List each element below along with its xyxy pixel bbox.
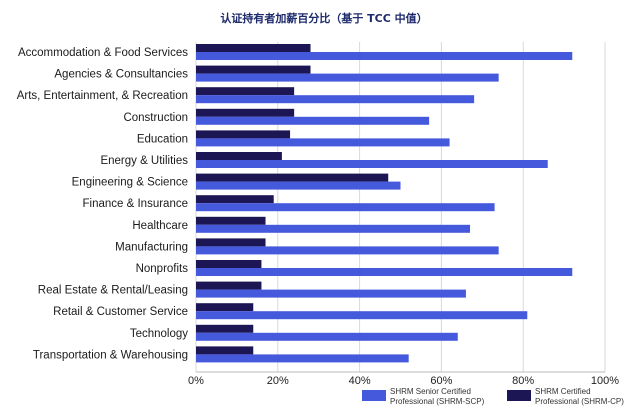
bar-shrm-scp [196,224,471,233]
category-label: Healthcare [132,220,188,232]
category-label: Agencies & Consultancies [54,69,188,81]
legend-swatch [362,390,386,401]
x-tick-label: 20% [267,375,289,387]
chart-title: 认证持有者加薪百分比（基于 TCC 中值） [220,11,427,25]
category-label: Construction [123,112,188,124]
bars [196,44,573,363]
legend-label-line2: Professional (SHRM-CP) [535,397,624,406]
bar-shrm-scp [196,311,528,320]
category-label: Transportation & Warehousing [33,349,188,361]
bar-shrm-cp [196,152,282,160]
bar-shrm-scp [196,52,573,60]
x-tick-label: 40% [349,375,371,387]
bar-shrm-scp [196,160,548,168]
x-tick-label: 60% [430,375,452,387]
bar-shrm-cp [196,130,291,139]
bar-shrm-scp [196,116,430,125]
bar-shrm-cp [196,281,262,290]
category-label: Technology [130,328,188,340]
bar-shrm-cp [196,324,254,333]
bar-shrm-scp [196,181,401,190]
bar-shrm-scp [196,73,499,82]
category-label: Arts, Entertainment, & Recreation [17,90,188,102]
legend-label-line1: SHRM Senior Certified [390,387,471,396]
category-label: Nonprofits [136,263,189,275]
bar-shrm-cp [196,108,295,117]
category-label: Finance & Insurance [83,198,188,210]
bar-shrm-cp [196,44,311,52]
bar-shrm-cp [196,238,266,247]
bar-shrm-cp [196,195,274,204]
bar-shrm-scp [196,289,466,298]
category-label: Accommodation & Food Services [18,47,188,59]
category-label: Retail & Customer Service [53,306,188,318]
bar-shrm-cp [196,260,262,268]
category-label: Education [137,133,188,145]
category-labels: Accommodation & Food Services Agencies & … [17,47,189,361]
bar-shrm-cp [196,173,389,182]
x-tick-label: 0% [188,375,204,387]
x-tick-label: 80% [512,375,534,387]
bar-shrm-scp [196,95,475,104]
bar-shrm-scp [196,203,495,212]
bar-shrm-scp [196,246,499,255]
category-label: Energy & Utilities [100,155,188,167]
bar-shrm-cp [196,346,254,355]
legend-label-line2: Professional (SHRM-SCP) [390,397,485,406]
bar-shrm-cp [196,216,266,225]
bar-shrm-scp [196,354,409,363]
bar-shrm-cp [196,87,295,96]
category-label: Real Estate & Rental/Leasing [38,285,188,297]
bar-shrm-cp [196,65,311,74]
category-label: Manufacturing [115,241,188,253]
legend-label-line1: SHRM Certified [535,387,591,396]
bar-shrm-scp [196,332,458,341]
bar-shrm-scp [196,268,573,276]
x-axis-tick-labels: 0% 20% 40% 60% 80% 100% [188,375,619,387]
x-tick-label: 100% [591,375,619,387]
category-label: Engineering & Science [72,177,188,189]
bar-shrm-cp [196,303,254,312]
bar-shrm-scp [196,138,450,147]
legend-swatch [507,390,531,401]
